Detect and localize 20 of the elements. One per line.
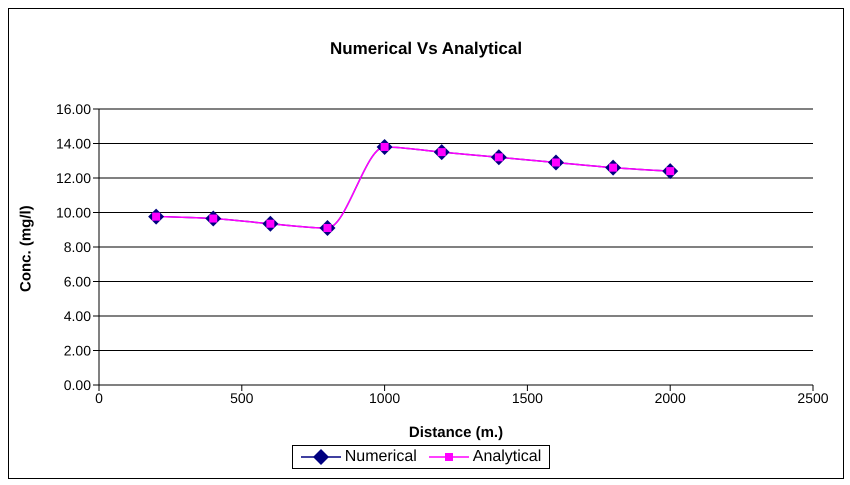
- legend-label: Analytical: [472, 448, 542, 466]
- y-tick-label: 12.00: [56, 170, 92, 186]
- x-tick-label: 0: [95, 390, 104, 406]
- x-axis-title: Distance (m.): [408, 424, 504, 441]
- x-tick-label: 2500: [797, 390, 829, 406]
- legend-label: Numerical: [344, 448, 417, 466]
- y-tick-label: 2.00: [64, 342, 92, 358]
- y-tick-label: 10.00: [56, 204, 92, 220]
- y-axis-title: Conc. (mg/l): [17, 205, 34, 292]
- x-tick-label: 1000: [369, 390, 400, 406]
- y-tick-label: 16.00: [56, 100, 92, 117]
- x-tick-label: 500: [230, 390, 254, 406]
- y-tick-label: 0.00: [64, 376, 92, 393]
- x-tick-label: 2000: [654, 390, 686, 406]
- y-tick-label: 6.00: [64, 273, 92, 290]
- y-tick-label: 14.00: [56, 135, 92, 152]
- chart-title: Numerical Vs Analytical: [328, 39, 524, 59]
- y-tick-label: 4.00: [64, 308, 92, 324]
- x-tick-label: 1500: [512, 390, 544, 406]
- y-tick-label: 8.00: [64, 238, 92, 255]
